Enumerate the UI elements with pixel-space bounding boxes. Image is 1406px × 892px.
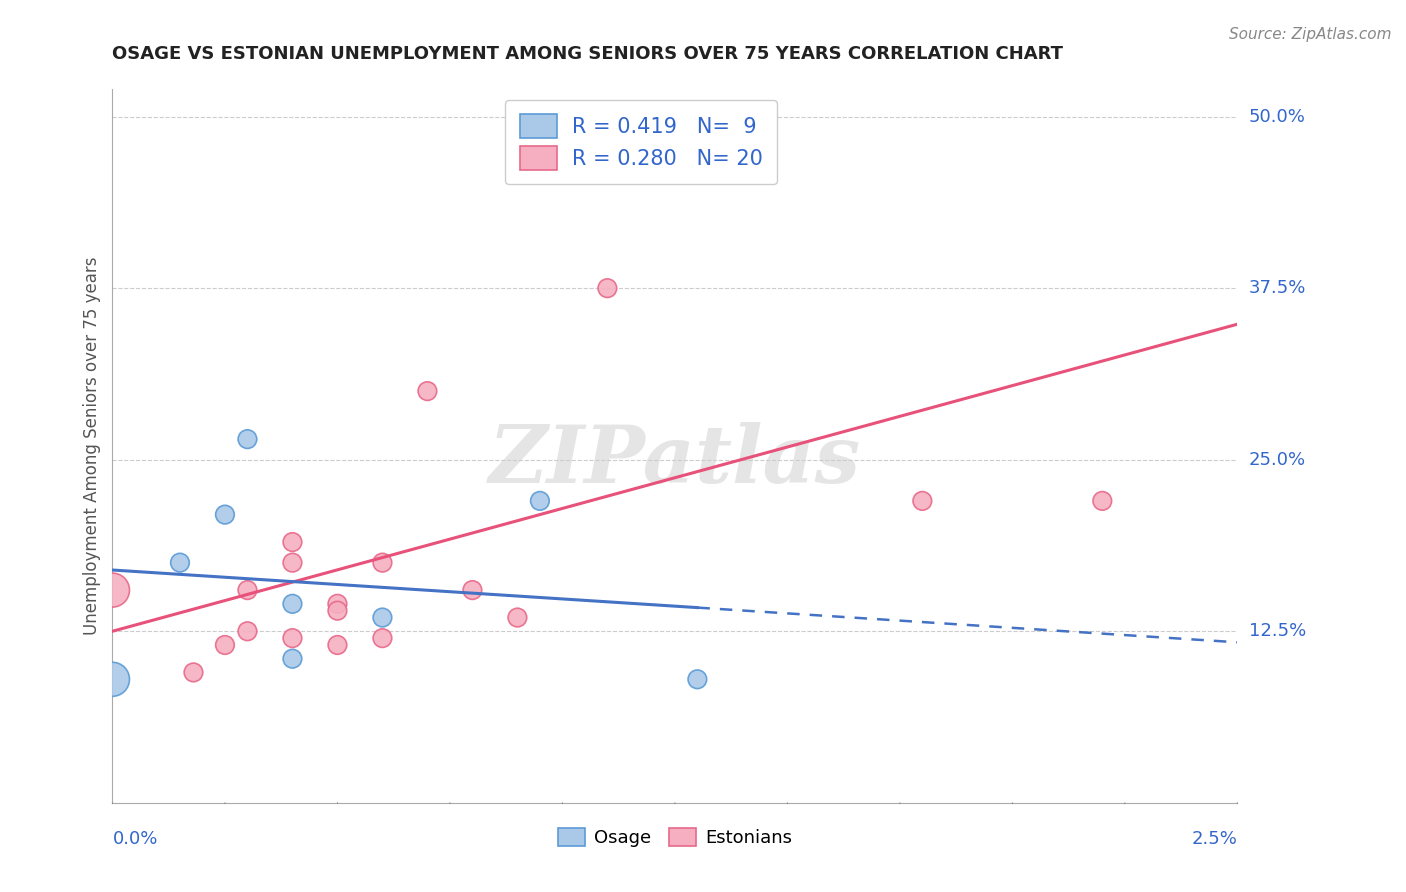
- Point: [326, 597, 349, 611]
- Text: 25.0%: 25.0%: [1249, 450, 1306, 468]
- Text: 12.5%: 12.5%: [1249, 623, 1306, 640]
- Point: [326, 638, 349, 652]
- Point: [506, 610, 529, 624]
- Text: ZIPatlas: ZIPatlas: [489, 422, 860, 499]
- Y-axis label: Unemployment Among Seniors over 75 years: Unemployment Among Seniors over 75 years: [83, 257, 101, 635]
- Point: [371, 631, 394, 645]
- Point: [101, 583, 124, 598]
- Text: OSAGE VS ESTONIAN UNEMPLOYMENT AMONG SENIORS OVER 75 YEARS CORRELATION CHART: OSAGE VS ESTONIAN UNEMPLOYMENT AMONG SEN…: [112, 45, 1063, 62]
- Point: [236, 432, 259, 446]
- Point: [214, 638, 236, 652]
- Point: [281, 535, 304, 549]
- Point: [1091, 494, 1114, 508]
- Point: [281, 631, 304, 645]
- Point: [169, 556, 191, 570]
- Point: [101, 673, 124, 687]
- Text: 0.0%: 0.0%: [112, 830, 157, 847]
- Text: Source: ZipAtlas.com: Source: ZipAtlas.com: [1229, 27, 1392, 42]
- Point: [641, 123, 664, 137]
- Legend: Osage, Estonians: Osage, Estonians: [551, 821, 799, 855]
- Point: [596, 281, 619, 295]
- Point: [236, 583, 259, 598]
- Point: [214, 508, 236, 522]
- Point: [236, 624, 259, 639]
- Point: [371, 556, 394, 570]
- Point: [326, 604, 349, 618]
- Point: [281, 597, 304, 611]
- Point: [911, 494, 934, 508]
- Text: 50.0%: 50.0%: [1249, 108, 1305, 126]
- Point: [281, 651, 304, 665]
- Point: [461, 583, 484, 598]
- Point: [529, 494, 551, 508]
- Point: [416, 384, 439, 398]
- Point: [183, 665, 205, 680]
- Point: [371, 610, 394, 624]
- Text: 2.5%: 2.5%: [1191, 830, 1237, 847]
- Point: [281, 556, 304, 570]
- Text: 37.5%: 37.5%: [1249, 279, 1306, 297]
- Point: [686, 673, 709, 687]
